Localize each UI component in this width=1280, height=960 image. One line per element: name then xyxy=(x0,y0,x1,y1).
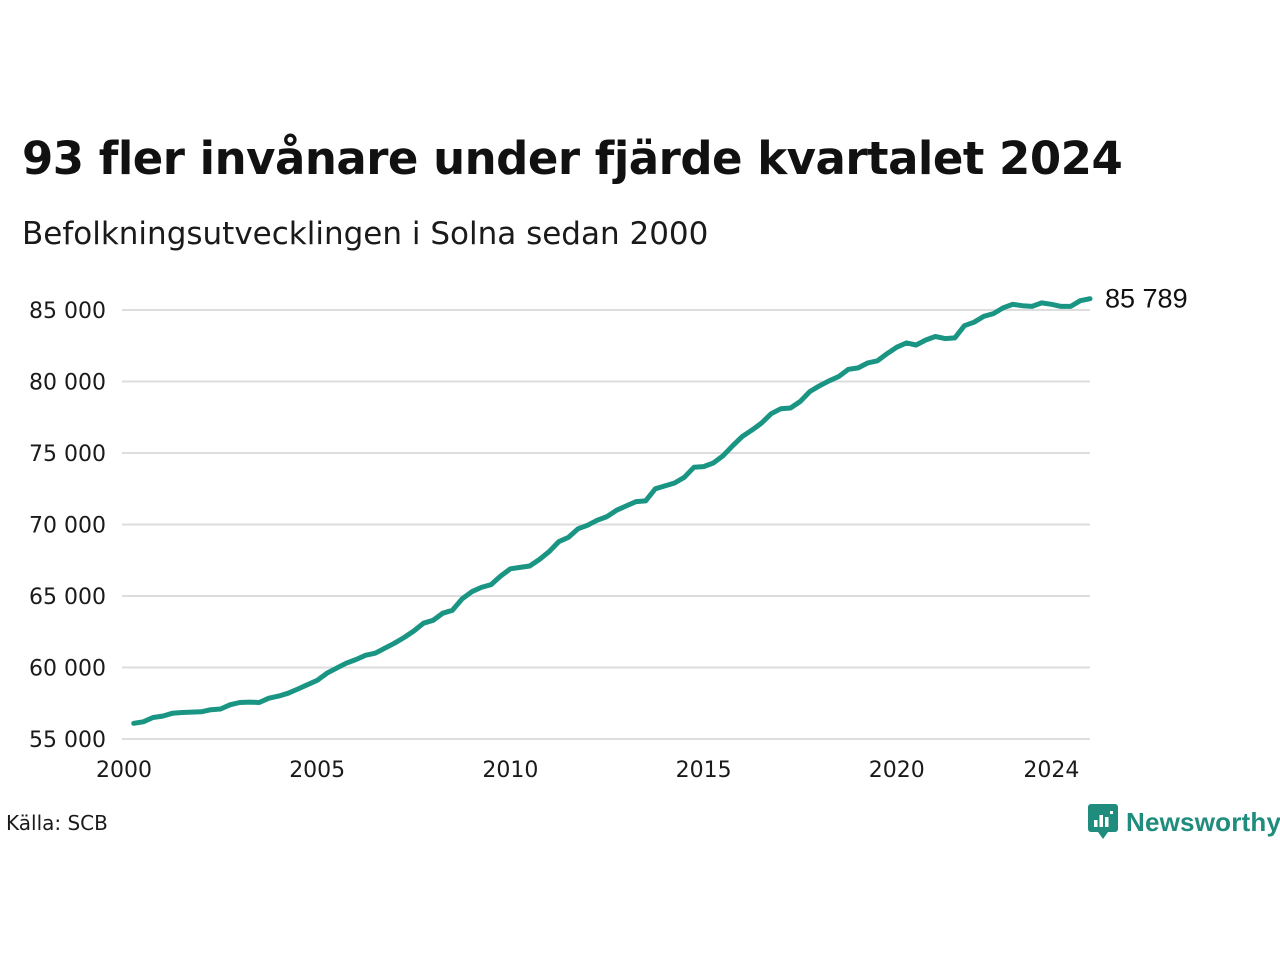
x-tick-label: 2000 xyxy=(96,758,152,783)
brand-logo[interactable]: Newsworthy xyxy=(1088,804,1280,840)
y-tick-label: 75 000 xyxy=(29,442,106,467)
x-tick-label: 2015 xyxy=(676,758,732,783)
y-tick-label: 70 000 xyxy=(29,514,106,539)
chart-title: 93 fler invånare under fjärde kvartalet … xyxy=(22,132,1123,185)
chart-subtitle: Befolkningsutvecklingen i Solna sedan 20… xyxy=(22,216,709,252)
newsworthy-logo-icon xyxy=(1088,804,1118,839)
series-line xyxy=(131,296,1093,726)
source-note: Källa: SCB xyxy=(6,811,108,835)
x-tick-label: 2020 xyxy=(869,758,925,783)
x-tick-label: 2005 xyxy=(289,758,345,783)
y-tick-label: 85 000 xyxy=(29,299,106,324)
y-axis-ticks: 55 000 60 000 65 000 70 000 75 000 80 000 85 0… xyxy=(29,299,106,753)
x-axis-ticks: 2000 2005 2010 2015 2020 2024 xyxy=(96,758,1079,783)
end-value-label: 85 789 xyxy=(1105,284,1188,314)
y-tick-label: 60 000 xyxy=(29,657,106,682)
series-group xyxy=(131,296,1093,726)
y-tick-label: 80 000 xyxy=(29,371,106,396)
x-tick-label: 2024 xyxy=(1023,758,1079,783)
y-tick-label: 55 000 xyxy=(29,728,106,753)
brand-name: Newsworthy xyxy=(1126,806,1280,837)
end-label-group: 85 789 xyxy=(1105,284,1188,314)
gridlines xyxy=(122,309,1090,740)
x-tick-label: 2010 xyxy=(482,758,538,783)
y-tick-label: 65 000 xyxy=(29,585,106,610)
